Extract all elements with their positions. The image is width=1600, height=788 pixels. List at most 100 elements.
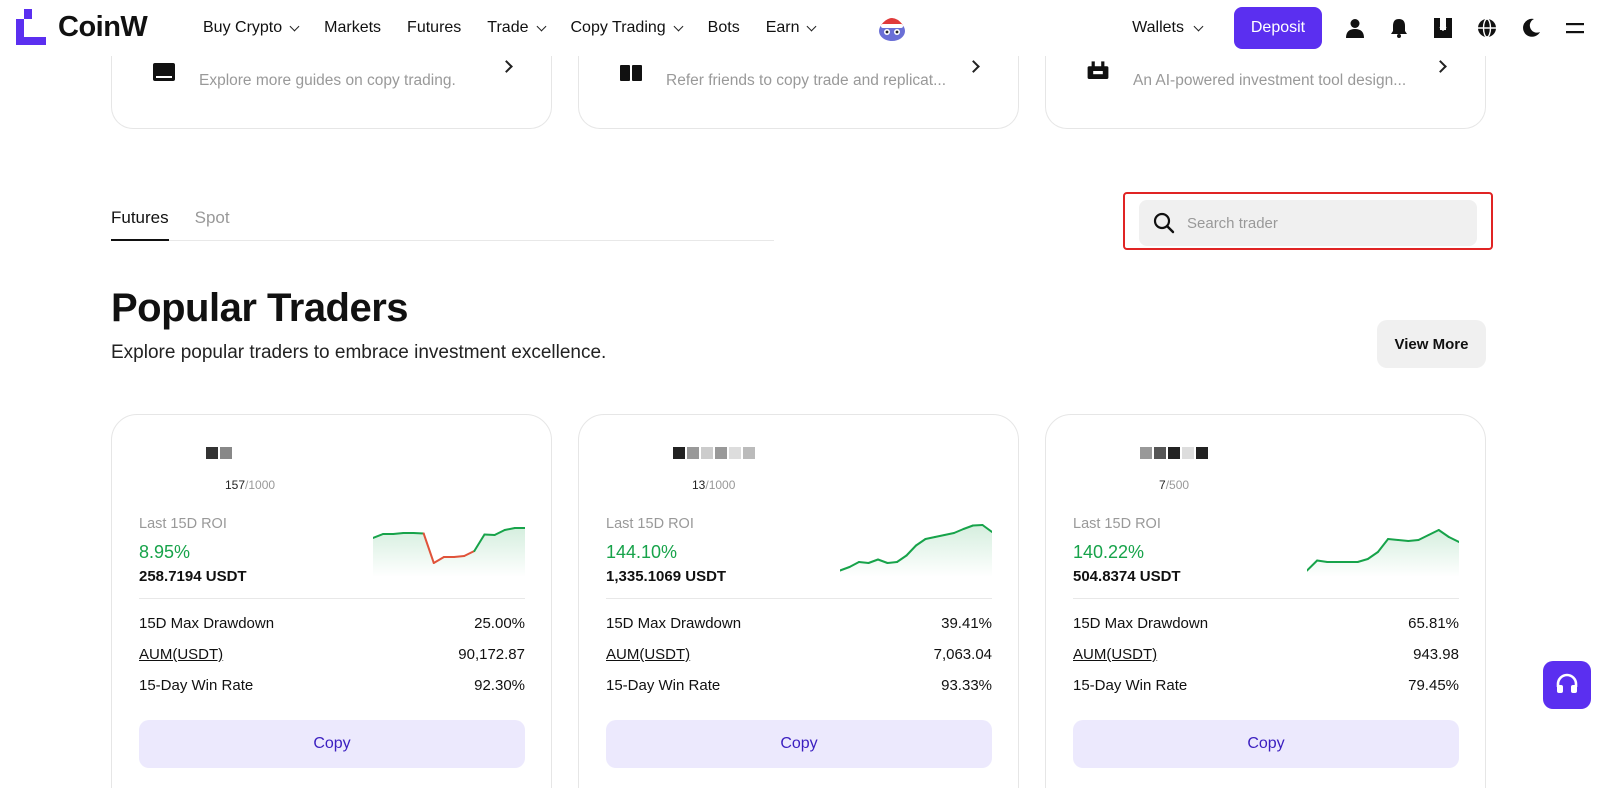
sparkline-segment [1417, 534, 1430, 541]
pnl-value: 258.7194 USDT [139, 568, 247, 585]
sparkline-segment [1437, 529, 1450, 538]
trader-card: 13/1000 Last 15D ROI 144.10% 1,335.1069 USD… [578, 414, 1019, 788]
roi-label: Last 15D ROI [139, 516, 227, 532]
follower-current: 7 [1159, 478, 1166, 492]
sparkline-area [373, 528, 525, 577]
user-icon[interactable] [1344, 17, 1366, 39]
sparkline-segment [473, 533, 486, 552]
tab-spot[interactable]: Spot [194, 208, 230, 227]
copy-button[interactable]: Copy [139, 720, 525, 768]
sparkline-segment [493, 529, 506, 536]
chevron-down-icon [807, 21, 817, 31]
nav-link-markets[interactable]: Markets [324, 19, 381, 37]
sparkline-segment [1427, 529, 1440, 536]
nav-link-label: Trade [487, 19, 529, 36]
follower-max: /1000 [245, 478, 276, 492]
section-subtitle: Explore popular traders to embrace inves… [111, 342, 607, 363]
nav-right: Wallets Deposit [1132, 0, 1600, 56]
search-trader-input[interactable] [1187, 214, 1457, 232]
download-icon[interactable] [1432, 17, 1454, 39]
follower-max: /1000 [705, 478, 736, 492]
nav-link-copy-trading[interactable]: Copy Trading [570, 19, 684, 37]
sparkline-segment [943, 532, 955, 536]
trader-name-redacted [206, 446, 232, 460]
stat-label: 15D Max Drawdown [1073, 615, 1209, 632]
stat-value: 65.81% [1408, 615, 1459, 632]
stat-row: AUM(USDT) 7,063.04 [606, 646, 992, 666]
sparkline-segment [1356, 558, 1369, 563]
sparkline-segment [1376, 538, 1390, 553]
deposit-button[interactable]: Deposit [1234, 7, 1322, 49]
guide-text: Explore more guides on copy trading. [199, 72, 456, 89]
chevron-down-icon [673, 21, 684, 31]
roi-sparkline [840, 524, 992, 577]
chevron-down-icon [289, 21, 300, 31]
roi-sparkline [373, 527, 525, 577]
mascot-icon[interactable] [876, 13, 908, 43]
menu-icon[interactable] [1564, 17, 1586, 39]
moon-icon[interactable] [1520, 17, 1542, 39]
sparkline-segment [840, 566, 851, 572]
follower-max: /500 [1165, 478, 1190, 492]
stat-label[interactable]: AUM(USDT) [606, 646, 691, 663]
trader-name-redacted [673, 446, 755, 460]
stat-label[interactable]: AUM(USDT) [139, 646, 224, 663]
trader-name-redacted [1140, 446, 1208, 460]
stat-value: 92.30% [474, 677, 525, 694]
chevron-right-icon [1434, 60, 1447, 73]
sparkline-segment [867, 558, 879, 564]
divider [606, 598, 992, 599]
stat-value: 93.33% [941, 677, 992, 694]
stat-row: 15-Day Win Rate 92.30% [139, 677, 525, 697]
sparkline-area [840, 525, 992, 577]
globe-icon[interactable] [1476, 17, 1498, 39]
follower-count: 13/1000 [579, 478, 1018, 492]
trader-card: 7/500 Last 15D ROI 140.22% 504.8374 USDT 15D… [1045, 414, 1486, 788]
copy-button[interactable]: Copy [1073, 720, 1459, 768]
tab-futures[interactable]: Futures [111, 208, 169, 241]
view-more-button[interactable]: View More [1377, 320, 1486, 368]
sparkline-segment [422, 532, 435, 564]
follower-count: 7/500 [1046, 478, 1485, 492]
sparkline-segment [1316, 559, 1329, 563]
nav-link-buy-crypto[interactable]: Buy Crypto [203, 19, 300, 37]
main-menu: Buy Crypto Markets Futures Trade Copy Tradin… [203, 0, 841, 56]
pnl-value: 1,335.1069 USDT [606, 568, 727, 585]
stat-row: 15-Day Win Rate 93.33% [606, 677, 992, 697]
nav-link-label: Buy Crypto [203, 19, 283, 36]
sparkline-segment [953, 528, 965, 534]
sparkline-area [1307, 530, 1459, 577]
nav-link-trade[interactable]: Trade [487, 19, 546, 37]
sparkline-segment [412, 532, 425, 535]
copy-button[interactable]: Copy [606, 720, 992, 768]
trader-card: 157/1000 Last 15D ROI 8.95% 258.7194 USDT 15… [111, 414, 552, 788]
sparkline-segment [373, 533, 385, 539]
support-chat-button[interactable] [1543, 661, 1591, 709]
stat-row: 15D Max Drawdown 25.00% [139, 615, 525, 635]
nav-link-label: Copy Trading [570, 19, 666, 36]
follower-count: 157/1000 [112, 478, 551, 492]
stat-row: 15D Max Drawdown 39.41% [606, 615, 992, 635]
top-nav: CoinW Buy Crypto Markets Futures Trade Copy … [0, 0, 1600, 56]
sparkline-segment [972, 524, 984, 527]
nav-link-futures[interactable]: Futures [407, 19, 461, 37]
sparkline-segment [934, 534, 946, 538]
nav-link-bots[interactable]: Bots [708, 19, 740, 37]
coinw-logo[interactable]: CoinW [16, 9, 148, 45]
stat-row: 15D Max Drawdown 65.81% [1073, 615, 1459, 635]
nav-link-earn[interactable]: Earn [766, 19, 817, 37]
sparkline-segment [915, 538, 927, 547]
bell-icon[interactable] [1388, 17, 1410, 39]
roi-value: 8.95% [139, 542, 191, 562]
stat-label[interactable]: AUM(USDT) [1073, 646, 1158, 663]
divider [1073, 598, 1459, 599]
sparkline-segment [1407, 539, 1420, 542]
nav-link-label: Futures [407, 19, 462, 36]
nav-link-label: Bots [707, 19, 740, 36]
search-box[interactable] [1139, 200, 1477, 246]
stat-value: 7,063.04 [933, 646, 992, 663]
search-highlight [1123, 192, 1493, 250]
wallets-menu[interactable]: Wallets [1132, 19, 1204, 37]
divider [139, 598, 525, 599]
sparkline-segment [483, 533, 496, 536]
